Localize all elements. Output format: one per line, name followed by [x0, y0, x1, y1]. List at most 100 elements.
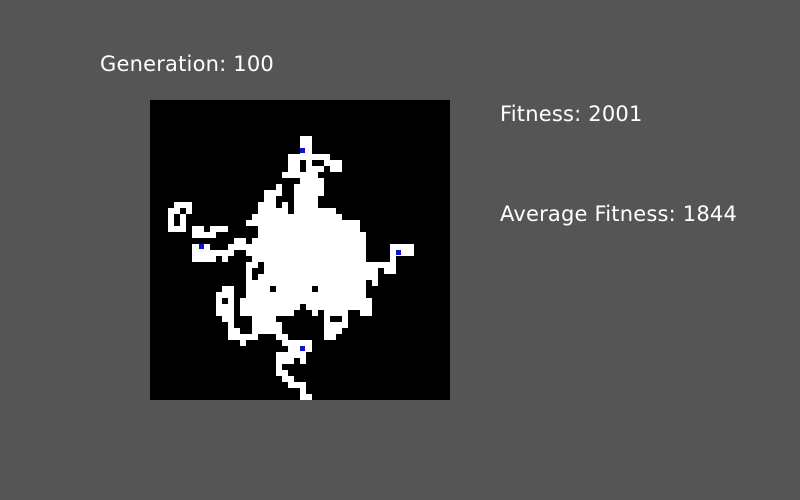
- path-cell: [330, 280, 336, 286]
- path-cell: [282, 304, 288, 310]
- path-cell: [282, 358, 288, 364]
- path-cell: [282, 214, 288, 220]
- path-cell: [294, 274, 300, 280]
- path-cell: [330, 298, 336, 304]
- path-cell: [312, 250, 318, 256]
- path-cell: [300, 238, 306, 244]
- path-cell: [288, 256, 294, 262]
- path-cell: [282, 172, 288, 178]
- path-cell: [318, 178, 324, 184]
- path-cell: [300, 382, 306, 388]
- path-cell: [168, 208, 174, 214]
- path-cell: [276, 274, 282, 280]
- path-cell: [354, 220, 360, 226]
- path-cell: [258, 238, 264, 244]
- path-cell: [348, 226, 354, 232]
- path-cell: [288, 244, 294, 250]
- path-cell: [222, 304, 228, 310]
- path-cell: [342, 310, 348, 316]
- path-cell: [288, 376, 294, 382]
- path-cell: [300, 220, 306, 226]
- path-cell: [168, 214, 174, 220]
- path-cell: [264, 250, 270, 256]
- path-cell: [270, 232, 276, 238]
- path-cell: [270, 268, 276, 274]
- path-cell: [264, 220, 270, 226]
- path-cell: [348, 304, 354, 310]
- path-cell: [276, 256, 282, 262]
- path-cell: [300, 286, 306, 292]
- path-cell: [336, 262, 342, 268]
- path-cell: [258, 292, 264, 298]
- path-cell: [222, 292, 228, 298]
- path-cell: [294, 220, 300, 226]
- path-cell: [360, 262, 366, 268]
- path-cell: [306, 196, 312, 202]
- path-cell: [264, 214, 270, 220]
- path-cell: [252, 298, 258, 304]
- path-cell: [234, 334, 240, 340]
- path-cell: [216, 292, 222, 298]
- path-cell: [270, 322, 276, 328]
- path-cell: [276, 214, 282, 220]
- path-cell: [360, 304, 366, 310]
- path-cell: [276, 190, 282, 196]
- path-cell: [270, 250, 276, 256]
- path-cell: [276, 220, 282, 226]
- path-cell: [252, 250, 258, 256]
- path-cell: [342, 316, 348, 322]
- path-cell: [306, 160, 312, 166]
- path-cell: [264, 190, 270, 196]
- path-cell: [342, 226, 348, 232]
- path-cell: [330, 256, 336, 262]
- path-cell: [246, 262, 252, 268]
- path-cell: [294, 346, 300, 352]
- path-cell: [318, 166, 324, 172]
- path-cell: [360, 298, 366, 304]
- path-cell: [246, 286, 252, 292]
- path-cell: [294, 166, 300, 172]
- path-cell: [282, 250, 288, 256]
- path-cell: [270, 304, 276, 310]
- path-cell: [294, 298, 300, 304]
- path-cell: [312, 274, 318, 280]
- path-cell: [198, 226, 204, 232]
- path-cell: [276, 298, 282, 304]
- path-cell: [270, 202, 276, 208]
- path-cell: [276, 280, 282, 286]
- path-cell: [294, 172, 300, 178]
- path-cell: [324, 280, 330, 286]
- path-cell: [342, 256, 348, 262]
- path-cell: [324, 304, 330, 310]
- path-cell: [300, 184, 306, 190]
- path-cell: [342, 232, 348, 238]
- path-cell: [288, 352, 294, 358]
- path-cell: [300, 280, 306, 286]
- path-cell: [288, 310, 294, 316]
- path-cell: [318, 190, 324, 196]
- path-cell: [342, 322, 348, 328]
- path-cell: [324, 238, 330, 244]
- path-cell: [300, 202, 306, 208]
- path-cell: [288, 286, 294, 292]
- path-cell: [336, 220, 342, 226]
- path-cell: [318, 292, 324, 298]
- path-cell: [276, 232, 282, 238]
- path-cell: [354, 292, 360, 298]
- path-cell: [252, 286, 258, 292]
- path-cell: [222, 316, 228, 322]
- path-cell: [354, 250, 360, 256]
- path-cell: [210, 232, 216, 238]
- path-cell: [270, 292, 276, 298]
- path-cell: [264, 262, 270, 268]
- path-cell: [270, 298, 276, 304]
- path-cell: [174, 202, 180, 208]
- path-cell: [318, 244, 324, 250]
- path-cell: [264, 304, 270, 310]
- path-cell: [348, 286, 354, 292]
- path-cell: [312, 232, 318, 238]
- path-cell: [294, 280, 300, 286]
- path-cell: [330, 166, 336, 172]
- path-cell: [282, 376, 288, 382]
- path-cell: [360, 268, 366, 274]
